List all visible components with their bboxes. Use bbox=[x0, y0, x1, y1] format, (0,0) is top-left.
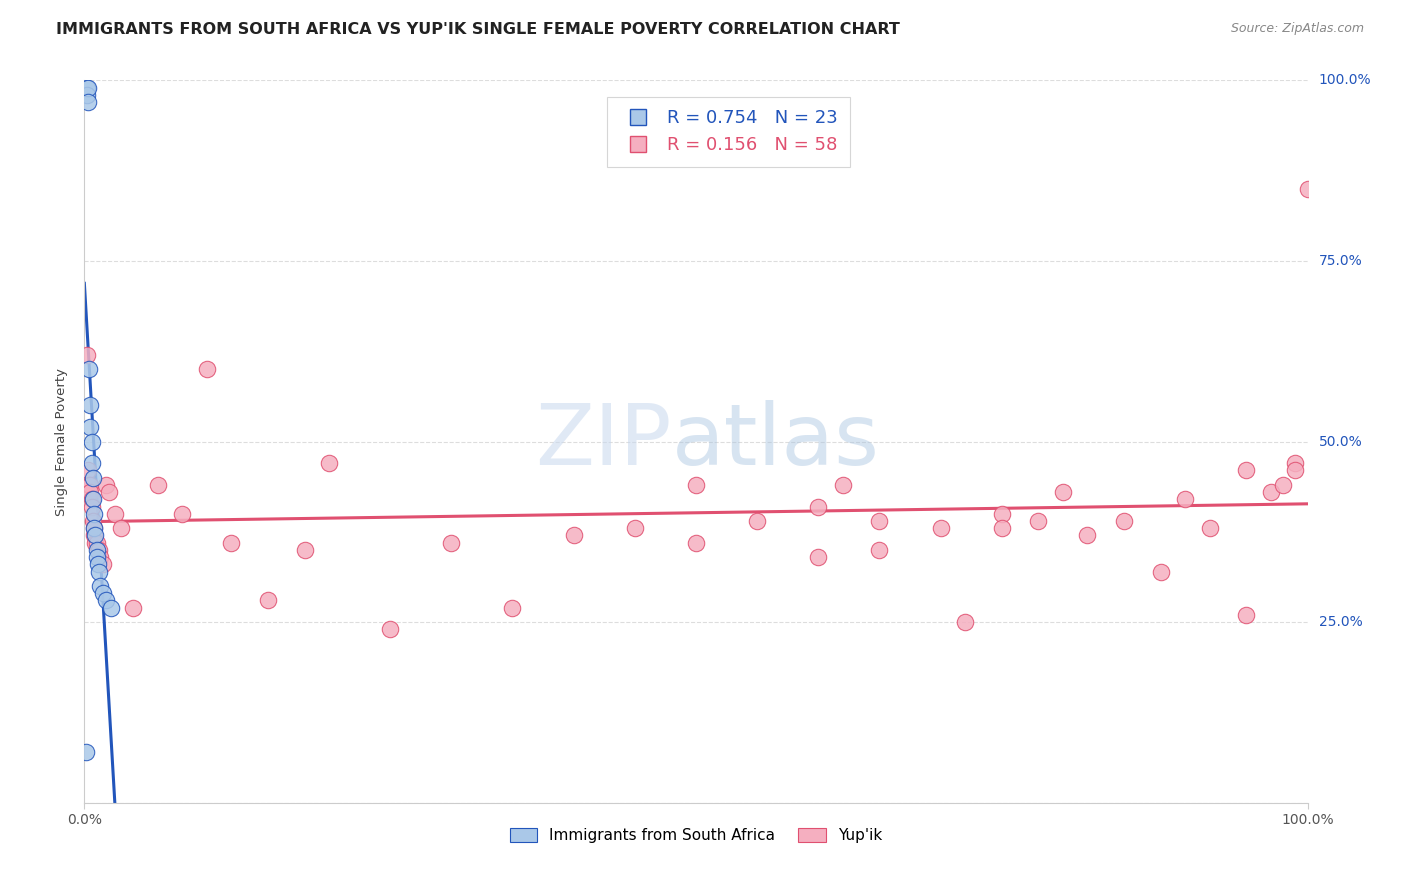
Point bbox=[1150, 565, 1173, 579]
Point bbox=[80, 500, 103, 514]
Point bbox=[104, 507, 127, 521]
Point bbox=[440, 535, 463, 549]
Point bbox=[991, 507, 1014, 521]
Point bbox=[1236, 607, 1258, 622]
Point bbox=[219, 535, 242, 549]
Point bbox=[86, 550, 108, 565]
Point bbox=[96, 478, 118, 492]
Point bbox=[1284, 456, 1306, 470]
Point bbox=[82, 470, 104, 484]
Text: Source: ZipAtlas.com: Source: ZipAtlas.com bbox=[1230, 22, 1364, 36]
Point bbox=[685, 535, 707, 549]
Point bbox=[807, 550, 830, 565]
Point bbox=[869, 542, 891, 557]
Point bbox=[83, 528, 105, 542]
Point bbox=[1052, 485, 1074, 500]
Point bbox=[79, 398, 101, 412]
Point bbox=[110, 521, 132, 535]
Text: IMMIGRANTS FROM SOUTH AFRICA VS YUP'IK SINGLE FEMALE POVERTY CORRELATION CHART: IMMIGRANTS FROM SOUTH AFRICA VS YUP'IK S… bbox=[56, 22, 900, 37]
Point bbox=[75, 745, 97, 759]
Point bbox=[1296, 182, 1319, 196]
Point bbox=[929, 521, 952, 535]
Point bbox=[76, 87, 98, 102]
Point bbox=[87, 558, 110, 572]
Point bbox=[77, 80, 100, 95]
Point bbox=[562, 528, 585, 542]
Point bbox=[91, 558, 114, 572]
Point bbox=[624, 521, 647, 535]
Point bbox=[82, 514, 104, 528]
Point bbox=[502, 600, 524, 615]
Point bbox=[79, 420, 101, 434]
Point bbox=[80, 434, 103, 449]
Text: 100.0%: 100.0% bbox=[1319, 73, 1371, 87]
Point bbox=[83, 521, 105, 535]
Point bbox=[89, 579, 111, 593]
Point bbox=[1114, 514, 1136, 528]
Point bbox=[84, 528, 107, 542]
Legend: Immigrants from South Africa, Yup'ik: Immigrants from South Africa, Yup'ik bbox=[503, 822, 889, 849]
Point bbox=[83, 521, 105, 535]
Point bbox=[77, 362, 100, 376]
Point bbox=[80, 456, 103, 470]
Point bbox=[1198, 521, 1220, 535]
Point bbox=[86, 542, 108, 557]
Point bbox=[831, 478, 853, 492]
Point bbox=[747, 514, 769, 528]
Text: 50.0%: 50.0% bbox=[1319, 434, 1362, 449]
Point bbox=[76, 80, 98, 95]
Point bbox=[991, 521, 1014, 535]
Point bbox=[685, 478, 707, 492]
Point bbox=[96, 593, 118, 607]
Text: ZIP: ZIP bbox=[536, 400, 672, 483]
Point bbox=[172, 507, 194, 521]
Point bbox=[87, 565, 110, 579]
Point bbox=[77, 463, 100, 477]
Point bbox=[77, 478, 100, 492]
Point bbox=[83, 507, 105, 521]
Point bbox=[1076, 528, 1098, 542]
Point bbox=[257, 593, 280, 607]
Text: atlas: atlas bbox=[672, 400, 880, 483]
Point bbox=[82, 492, 104, 507]
Point bbox=[77, 95, 100, 109]
Point bbox=[91, 586, 114, 600]
Point bbox=[195, 362, 218, 376]
Point bbox=[1236, 463, 1258, 477]
Point bbox=[1028, 514, 1050, 528]
Point bbox=[1260, 485, 1282, 500]
Y-axis label: Single Female Poverty: Single Female Poverty bbox=[55, 368, 69, 516]
Point bbox=[89, 550, 111, 565]
Point bbox=[97, 485, 120, 500]
Point bbox=[318, 456, 340, 470]
Point bbox=[76, 348, 98, 362]
Point bbox=[1284, 463, 1306, 477]
Point bbox=[146, 478, 169, 492]
Point bbox=[86, 535, 108, 549]
Point bbox=[953, 615, 976, 630]
Point bbox=[122, 600, 145, 615]
Point bbox=[1174, 492, 1197, 507]
Point bbox=[380, 623, 402, 637]
Point bbox=[1272, 478, 1295, 492]
Text: 25.0%: 25.0% bbox=[1319, 615, 1362, 629]
Point bbox=[79, 478, 101, 492]
Point bbox=[79, 485, 101, 500]
Point bbox=[294, 542, 316, 557]
Point bbox=[80, 492, 103, 507]
Point bbox=[807, 500, 830, 514]
Point bbox=[87, 542, 110, 557]
Point bbox=[100, 600, 122, 615]
Point bbox=[84, 535, 107, 549]
Point bbox=[869, 514, 891, 528]
Text: 75.0%: 75.0% bbox=[1319, 254, 1362, 268]
